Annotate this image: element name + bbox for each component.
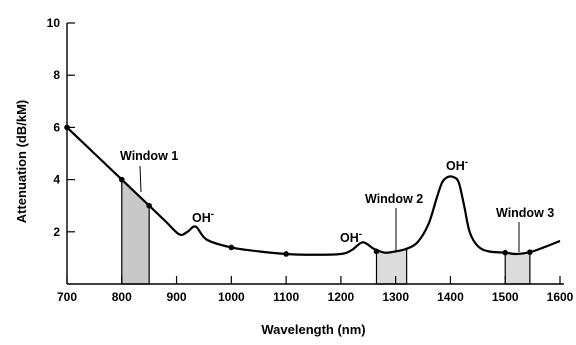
data-point [64,124,70,131]
data-point [283,251,289,257]
data-point [502,249,509,256]
data-point [373,248,380,255]
y-tick-label: 8 [53,68,60,82]
data-point [146,202,152,209]
oh-superscript: - [465,157,468,168]
oh-annotation: OH- [192,209,214,225]
data-point [228,244,235,251]
y-tick-label: 10 [47,16,61,30]
y-tick-label: 4 [53,173,60,187]
oh-superscript: - [211,209,214,220]
oh-annotation: OH- [340,229,362,245]
window-1-label: Window 1 [120,149,178,163]
y-axis-label: Attenuation (dB/kM) [14,100,29,223]
attenuation-curve [66,126,561,256]
y-tick-label: 6 [53,120,60,134]
x-tick-label: 1000 [218,290,245,304]
x-tick-label: 700 [57,290,77,304]
window-3-label: Window 3 [496,206,554,220]
oh-superscript: - [359,229,362,240]
data-point [118,176,125,183]
x-tick-label: 1300 [382,290,409,304]
x-axis-label: Wavelength (nm) [261,322,365,337]
x-tick-label: 1200 [328,290,355,304]
window-1-band [121,178,150,285]
window-2-label: Window 2 [365,192,423,206]
oh-annotation: OH- [446,157,468,173]
x-tick-label: 900 [167,290,187,304]
x-tick-label: 1500 [492,290,519,304]
x-tick-label: 1100 [273,290,299,304]
window-2-band [375,248,408,285]
x-tick-label: 800 [112,290,132,304]
x-tick-label: 1400 [437,290,464,304]
x-tick-label: 1600 [547,290,574,304]
annotation-leader [139,165,142,193]
y-tick-label: 2 [53,225,60,239]
window-3-band [504,251,531,285]
data-point [527,249,533,255]
